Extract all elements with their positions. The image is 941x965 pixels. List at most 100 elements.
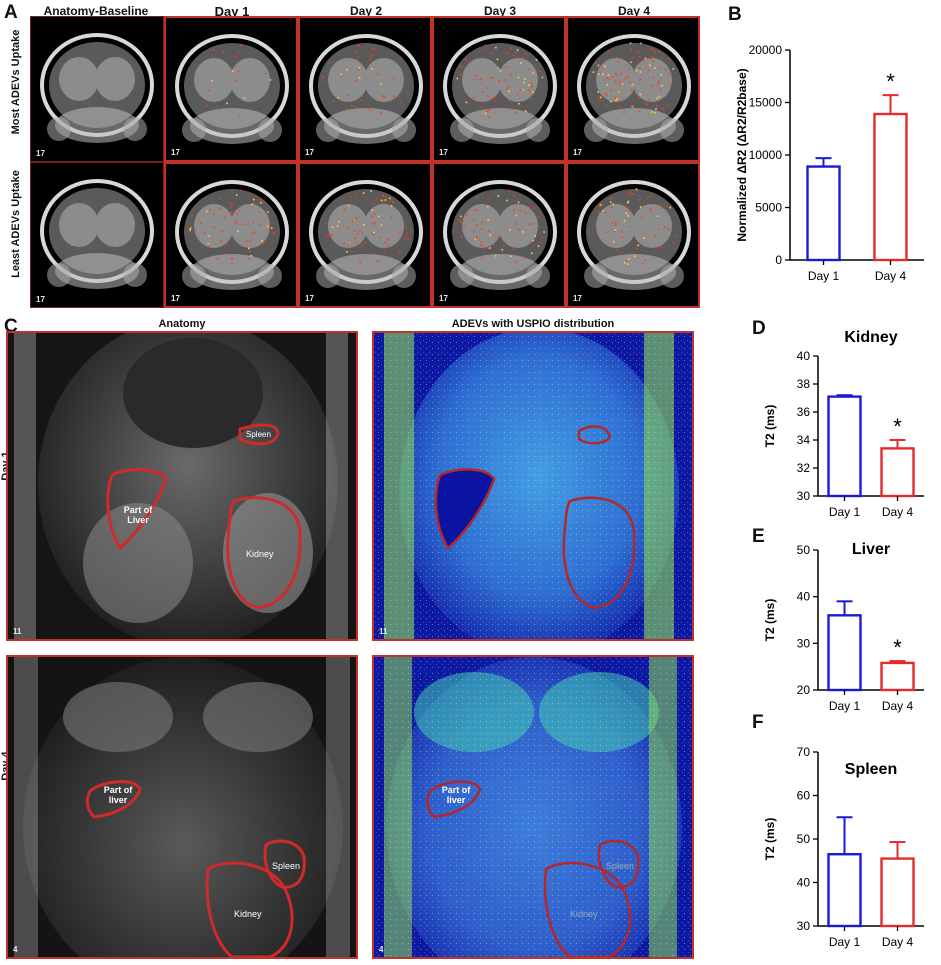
panel-letter-a: A: [4, 2, 18, 23]
column-header-day1: Day 1: [214, 4, 250, 19]
y-tick-label: 32: [797, 461, 811, 475]
column-header-day4: Day 4: [617, 4, 651, 18]
significance-marker: *: [893, 414, 902, 439]
anatomy-day1-image: Spleen Part of Liver Kidney 11: [6, 331, 358, 641]
y-axis-label: T2 (ms): [763, 405, 777, 448]
y-tick-label: 50: [797, 832, 811, 846]
liver-outline-day4: [85, 780, 142, 819]
y-tick-label: 5000: [755, 201, 782, 215]
bar: [873, 112, 908, 262]
chart-f-svg: 30 40 50 60 70 T2 (ms) Spleen Day 1 Day 4: [763, 745, 924, 949]
distribution-day4-drawing: [374, 657, 692, 957]
label-liver-day4-line2: liver: [108, 795, 128, 805]
y-tick-label: 15000: [749, 96, 783, 110]
brain-mri-drawing: [309, 34, 423, 144]
x-tick-label: Day 1: [829, 699, 861, 713]
x-tick-label: Day 4: [882, 699, 914, 713]
brain-mri-cell: 17: [432, 16, 566, 162]
y-tick-label: 30: [797, 919, 811, 933]
x-tick-label: Day 1: [829, 935, 861, 949]
brain-mri-drawing: [40, 179, 154, 289]
chart-title: Liver: [852, 541, 890, 558]
spleen-outline-day1: [238, 423, 280, 446]
column-header-distribution: ADEVs with USPIO distribution: [451, 318, 615, 330]
y-axis-label: T2 (ms): [763, 599, 777, 642]
slice-number: 17: [573, 148, 582, 157]
row-label-least-uptake: Least ADEVs Uptake: [10, 170, 22, 278]
slice-number: 17: [36, 149, 45, 158]
row-label-most-uptake: Most ADEVs Uptake: [10, 29, 22, 135]
brain-mri-cell: 17: [30, 162, 164, 308]
slice-number: 17: [305, 148, 314, 157]
bar: [880, 857, 915, 928]
anatomy-day1-drawing: [8, 333, 356, 639]
slice-number: 4: [379, 945, 384, 954]
slice-number: 17: [171, 148, 180, 157]
label-liver-day4-line1: Part of: [103, 785, 133, 795]
slice-number: 17: [439, 148, 448, 157]
y-tick-label: 60: [797, 789, 811, 803]
bar: [806, 165, 841, 262]
chart-f: 30 40 50 60 70 T2 (ms) Spleen Day 1 Day 4: [752, 740, 938, 960]
significance-marker: *: [893, 635, 902, 660]
brain-mri-drawing: [443, 180, 557, 290]
kidney-outline-day1: [226, 496, 302, 610]
y-tick-label: 10000: [749, 148, 783, 162]
slice-number: 17: [573, 294, 582, 303]
kidney-outline-day4: [205, 861, 294, 957]
label-kidney-day4: Kidney: [234, 909, 262, 919]
chart-e-svg: 20 30 40 50 T2 (ms) Liver Day 1 Day 4 *: [763, 541, 924, 713]
chart-d: 30 32 34 36 38 40 T2 (ms) Kidney Day 1 Day 4 *: [752, 320, 938, 530]
label-liver-day4: Part of liver: [98, 785, 138, 805]
brain-mri-cell: 17: [432, 162, 566, 308]
y-tick-label: 38: [797, 377, 811, 391]
y-tick-label: 70: [797, 745, 811, 759]
bar: [827, 614, 862, 692]
panel-letter-b: B: [728, 4, 742, 25]
chart-title: Spleen: [845, 761, 897, 778]
brain-mri-drawing: [577, 180, 691, 290]
liver-overlay-day4: [426, 780, 482, 819]
slice-number: 17: [171, 294, 180, 303]
chart-d-svg: 30 32 34 36 38 40 T2 (ms) Kidney Day 1 Day 4 *: [763, 329, 924, 519]
y-tick-label: 30: [797, 489, 811, 503]
bar: [880, 661, 915, 692]
significance-marker: *: [886, 69, 895, 94]
x-tick-label: Day 4: [875, 269, 907, 283]
slice-number: 17: [305, 294, 314, 303]
label-kidney-day1: Kidney: [246, 549, 274, 559]
liver-outline-day1: [106, 468, 168, 551]
bar: [880, 447, 915, 498]
bar: [827, 853, 862, 928]
slice-number: 11: [13, 627, 22, 636]
brain-mri-cell: 17: [30, 16, 164, 162]
y-tick-label: 36: [797, 405, 811, 419]
brain-mri-drawing: [309, 180, 423, 290]
label-spleen-day4: Spleen: [272, 861, 301, 871]
kidney-overlay-day1: [562, 496, 636, 610]
y-tick-label: 40: [797, 876, 811, 890]
chart-e: 20 30 40 50 T2 (ms) Liver Day 1 Day 4 *: [752, 534, 938, 724]
brain-mri-drawing: [175, 34, 289, 144]
label-kidney-dist-day4: Kidney: [570, 909, 598, 919]
column-header-anatomy-baseline: Anatomy-Baseline: [43, 4, 149, 18]
brain-mri-cell: 17: [298, 162, 432, 308]
panel-letter-f: F: [752, 712, 764, 733]
panel-letter-e: E: [752, 526, 765, 547]
kidney-overlay-day4: [543, 861, 632, 957]
label-liver-day1-line1: Part of: [123, 505, 153, 515]
brain-mri-cell: 17: [566, 16, 700, 162]
chart-title: Kidney: [844, 329, 897, 346]
y-tick-label: 34: [797, 433, 811, 447]
y-tick-label: 40: [797, 349, 811, 363]
label-liver-dist-day4: Part of liver: [436, 785, 476, 805]
brain-mri-drawing: [577, 34, 691, 144]
label-liver-day1-line2: Liver: [127, 515, 149, 525]
slice-number: 17: [439, 294, 448, 303]
slice-number: 17: [36, 295, 45, 304]
spleen-overlay-day1: [577, 425, 612, 445]
y-axis-label: T2 (ms): [763, 818, 777, 861]
label-liver-dist-day4-line1: Part of: [441, 785, 471, 795]
y-tick-label: 50: [797, 543, 811, 557]
